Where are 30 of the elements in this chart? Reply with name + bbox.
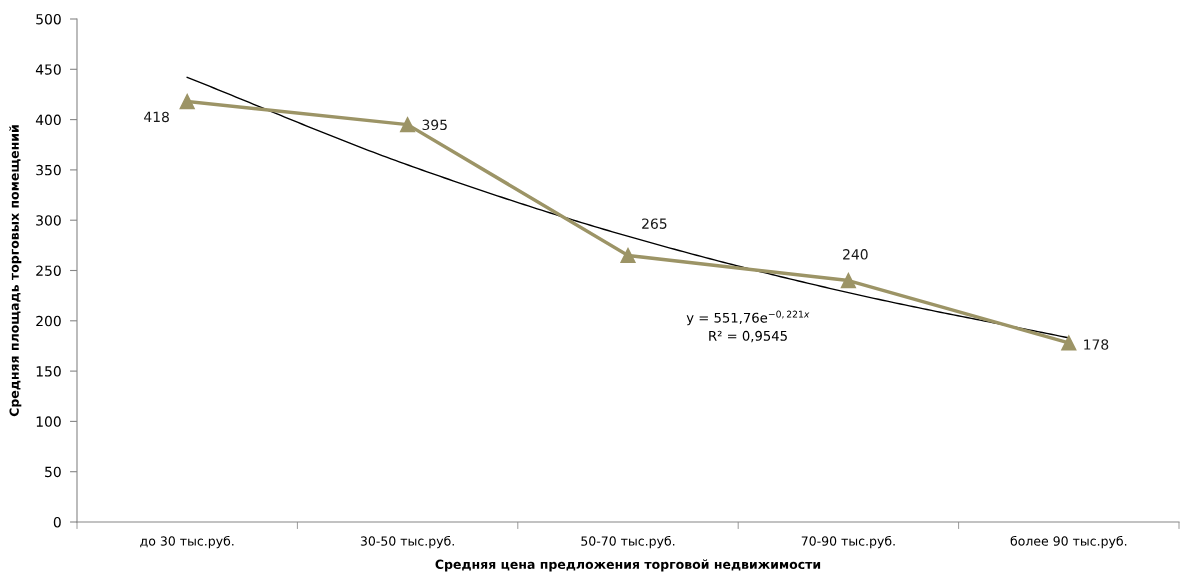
y-tick-label: 250 bbox=[36, 265, 61, 276]
annotation: y = 551,76e$^{−0,221x}$ bbox=[686, 310, 810, 326]
x-axis-title: Средняя цена предложения торговой недвижимости bbox=[435, 559, 821, 572]
y-tick-label: 450 bbox=[35, 64, 61, 75]
y-tick-label: 150 bbox=[36, 366, 61, 377]
y-tick-label: 300 bbox=[36, 215, 61, 226]
y-tick-label: 50 bbox=[45, 466, 61, 478]
data-label: 265 bbox=[642, 218, 667, 229]
x-tick-label: более 90 тыс.руб. bbox=[1010, 535, 1127, 549]
data-label: 395 bbox=[422, 119, 447, 131]
y-axis-title: Средняя площадь торговых помещений bbox=[9, 125, 22, 417]
y-tick-label: 100 bbox=[36, 416, 61, 427]
x-tick-label: 30-50 тыс.руб. bbox=[360, 535, 454, 549]
data-label: 418 bbox=[144, 111, 169, 123]
y-tick-label: 350 bbox=[36, 164, 61, 176]
y-tick-label: 200 bbox=[36, 315, 61, 327]
point bbox=[179, 93, 195, 110]
data-label: 240 bbox=[843, 249, 868, 260]
point bbox=[620, 247, 636, 264]
point bbox=[840, 272, 857, 289]
y-tick-label: 0 bbox=[53, 516, 61, 528]
y-tick-label: 400 bbox=[35, 114, 61, 126]
x-tick-label: до 30 тыс.руб. bbox=[140, 535, 234, 549]
y-tick-label: 500 bbox=[36, 13, 61, 25]
x-tick-label: 70-90 тыс.руб. bbox=[801, 535, 895, 549]
x-tick-label: 50-70 тыс.руб. bbox=[581, 535, 675, 549]
data-label: 178 bbox=[1084, 339, 1109, 350]
point bbox=[1061, 335, 1077, 351]
point bbox=[399, 116, 416, 133]
annotation: R² = 0,9545 bbox=[709, 330, 787, 343]
